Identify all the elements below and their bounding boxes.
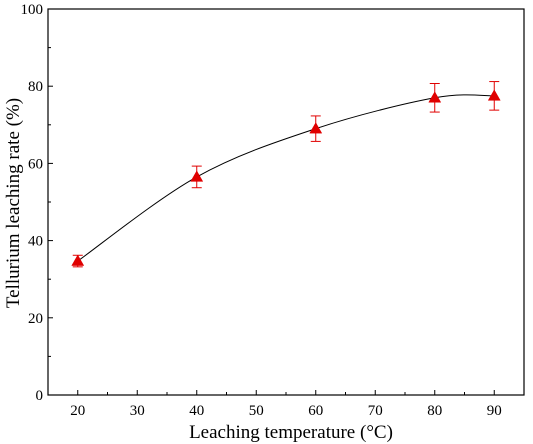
x-tick-label: 30 — [130, 403, 145, 419]
y-tick-label: 20 — [28, 311, 43, 327]
y-axis-title: Tellurium leaching rate (%) — [3, 98, 24, 308]
x-tick-label: 80 — [427, 403, 442, 419]
data-point-marker — [487, 89, 501, 101]
x-tick-label: 40 — [189, 403, 204, 419]
y-tick-label: 100 — [21, 2, 44, 18]
data-point-marker — [71, 254, 85, 266]
y-tick-label: 80 — [28, 79, 43, 95]
y-tick-label: 0 — [36, 388, 44, 404]
x-tick-label: 60 — [308, 403, 323, 419]
x-axis-title: Leaching temperature (°C) — [189, 422, 393, 443]
x-tick-label: 50 — [249, 403, 264, 419]
data-point-marker — [428, 91, 442, 103]
series-layer — [71, 81, 501, 268]
plot-frame — [47, 8, 525, 396]
series-line — [77, 94, 495, 262]
data-point-marker — [190, 170, 204, 182]
x-tick-label: 70 — [368, 403, 383, 419]
x-axis-ticks: 20 30 40 50 60 70 80 90 — [70, 390, 502, 419]
data-point-marker — [309, 122, 323, 134]
y-axis-ticks: 0 20 40 60 80 100 — [21, 2, 53, 404]
x-tick-label: 90 — [487, 403, 502, 419]
y-tick-label: 60 — [28, 156, 43, 172]
y-tick-label: 40 — [28, 234, 43, 250]
x-tick-label: 20 — [70, 403, 85, 419]
